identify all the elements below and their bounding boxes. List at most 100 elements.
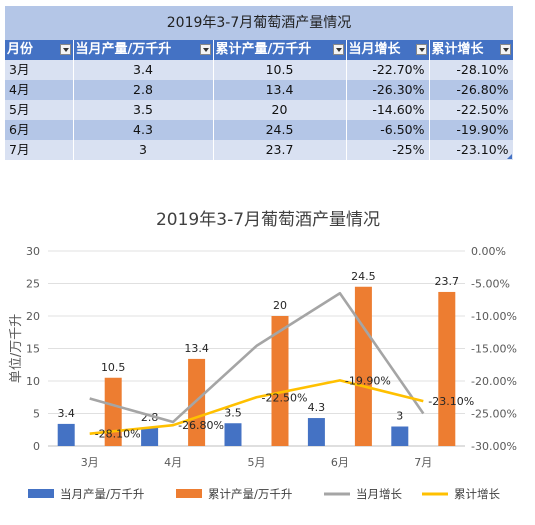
- table-row: 6月 4.3 24.5 -6.50% -19.90%: [5, 120, 514, 140]
- data-label: 13.4: [184, 342, 209, 355]
- data-label: 23.7: [435, 275, 460, 288]
- column-header: 当月产量/万千升: [73, 40, 214, 60]
- filter-dropdown-icon[interactable]: [59, 44, 71, 55]
- data-label: -23.10%: [428, 395, 474, 408]
- table-cell[interactable]: 3月: [5, 60, 74, 80]
- table-row: 7月 3 23.7 -25% -23.10%: [5, 140, 514, 160]
- data-label: 24.5: [351, 270, 376, 283]
- y2-tick-label: -10.00%: [471, 310, 517, 323]
- table-cell[interactable]: 4月: [5, 80, 74, 100]
- bar: [438, 291, 456, 446]
- y2-tick-label: -25.00%: [471, 408, 517, 421]
- data-label: 20: [273, 299, 287, 312]
- x-tick-label: 4月: [164, 456, 182, 469]
- table-cell[interactable]: 3.4: [73, 60, 214, 80]
- column-header-label: 当月产量/万千升: [75, 42, 172, 57]
- chart-title: 2019年3-7月葡萄酒产量情况: [156, 210, 380, 230]
- table-cell[interactable]: -28.10%: [429, 60, 514, 80]
- table-cell[interactable]: 10.5: [213, 60, 347, 80]
- table-cell[interactable]: -22.50%: [429, 100, 514, 120]
- table-cell[interactable]: 3: [73, 140, 214, 160]
- column-header: 月份: [5, 40, 74, 60]
- column-header: 当月增长: [346, 40, 430, 60]
- data-label: -19.90%: [345, 374, 391, 387]
- chart: 2019年3-7月葡萄酒产量情况 0 5 10 15 20 25 30 -30.00% -25.0…: [9, 210, 517, 501]
- column-header: 累计增长: [429, 40, 514, 60]
- bar: [104, 377, 122, 446]
- bar: [391, 426, 409, 446]
- table-cell[interactable]: 2.8: [73, 80, 214, 100]
- series-line: [89, 379, 424, 435]
- bar: [141, 427, 159, 446]
- data-label: -26.80%: [178, 419, 224, 432]
- column-header-label: 累计增长: [431, 42, 484, 57]
- filter-dropdown-icon[interactable]: [199, 44, 211, 55]
- y-tick-label: 10: [26, 375, 40, 388]
- table-cell[interactable]: 3.5: [73, 100, 214, 120]
- table-cell[interactable]: 23.7: [213, 140, 347, 160]
- y2-tick-label: -20.00%: [471, 375, 517, 388]
- table-resize-handle[interactable]: [506, 154, 512, 159]
- table-cell[interactable]: 6月: [5, 120, 74, 140]
- table-title: 2019年3-7月葡萄酒产量情况: [5, 6, 514, 40]
- bar: [224, 423, 242, 446]
- legend-swatch: [28, 489, 54, 498]
- y2-tick-label: 0.00%: [471, 245, 506, 258]
- y-axis-label: 单位/万千升: [9, 314, 24, 383]
- table-row: 4月 2.8 13.4 -26.30% -26.80%: [5, 80, 514, 100]
- data-label: 3.4: [57, 407, 75, 420]
- y2-tick-label: -30.00%: [471, 440, 517, 453]
- y-tick-label: 5: [33, 408, 40, 421]
- table-cell[interactable]: -25%: [346, 140, 430, 160]
- y2-tick-label: -15.00%: [471, 343, 517, 356]
- legend-label: 累计产量/万千升: [208, 487, 292, 501]
- table-cell[interactable]: -26.30%: [346, 80, 430, 100]
- y2-tick-label: -5.00%: [471, 278, 510, 291]
- y-tick-label: 25: [26, 278, 40, 291]
- data-label: 4.3: [308, 401, 326, 414]
- column-header-label: 当月增长: [348, 42, 401, 57]
- y-tick-label: 0: [33, 440, 40, 453]
- bar: [354, 286, 372, 446]
- x-tick-label: 6月: [331, 456, 349, 469]
- table-cell[interactable]: -19.90%: [429, 120, 514, 140]
- column-header-label: 月份: [7, 42, 34, 57]
- table-cell[interactable]: -23.10%: [429, 140, 514, 160]
- table-row: 5月 3.5 20 -14.60% -22.50%: [5, 100, 514, 120]
- filter-dropdown-icon[interactable]: [332, 44, 344, 55]
- data-label: 3: [396, 410, 403, 423]
- table-cell[interactable]: -6.50%: [346, 120, 430, 140]
- legend-swatch: [176, 489, 202, 498]
- bar: [57, 423, 75, 446]
- data-label: -22.50%: [262, 391, 308, 404]
- table-cell[interactable]: 7月: [5, 140, 74, 160]
- table-cell[interactable]: 5月: [5, 100, 74, 120]
- legend-label: 当月产量/万千升: [60, 487, 144, 501]
- bar: [188, 358, 206, 446]
- table-row: 3月 3.4 10.5 -22.70% -28.10%: [5, 60, 514, 80]
- column-header: 累计产量/万千升: [213, 40, 347, 60]
- table-cell[interactable]: 24.5: [213, 120, 347, 140]
- table-cell[interactable]: 4.3: [73, 120, 214, 140]
- y-tick-label: 30: [26, 245, 40, 258]
- table-cell[interactable]: -26.80%: [429, 80, 514, 100]
- x-tick-label: 7月: [414, 456, 432, 469]
- bar: [307, 418, 325, 446]
- x-tick-label: 5月: [248, 456, 266, 469]
- bar: [271, 316, 289, 446]
- data-label: 10.5: [101, 361, 126, 374]
- column-header-label: 累计产量/万千升: [215, 42, 312, 57]
- legend-label: 当月增长: [356, 487, 402, 501]
- data-label: -28.10%: [95, 428, 141, 441]
- table-cell[interactable]: -22.70%: [346, 60, 430, 80]
- table-cell[interactable]: -14.60%: [346, 100, 430, 120]
- filter-dropdown-icon[interactable]: [415, 44, 427, 55]
- legend-label: 累计增长: [454, 487, 500, 501]
- series-line: [89, 291, 425, 424]
- filter-dropdown-icon[interactable]: [499, 44, 511, 55]
- y-tick-label: 20: [26, 310, 40, 323]
- data-label: 3.5: [224, 406, 242, 419]
- table-cell[interactable]: 13.4: [213, 80, 347, 100]
- data-table: 2019年3-7月葡萄酒产量情况 月份 当月产量/万千升 累计产量/万千升 当月增长 累…: [5, 6, 514, 160]
- table-cell[interactable]: 20: [213, 100, 347, 120]
